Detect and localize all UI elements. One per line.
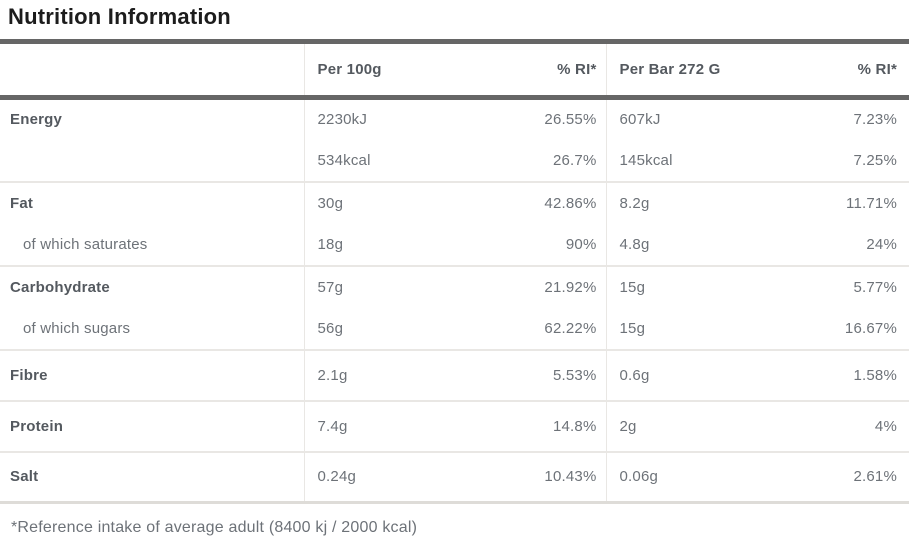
table-row: Fibre 2.1g 5.53% 0.6g 1.58% (0, 349, 909, 401)
per-100g-ri: 21.92% (455, 265, 607, 308)
per-bar-ri: 2.61% (853, 468, 897, 486)
per-100g-ri: 26.7% (455, 139, 607, 182)
nutrient-group: Fat 30g 42.86% 8.2g 11.71% of which saturates… (0, 181, 909, 266)
per-bar-value: 2g (619, 417, 637, 435)
header-row: Per 100g % RI* Per Bar 272 G % RI* (0, 41, 909, 98)
per-100g-value: 2.1g (317, 366, 348, 384)
per-100g-value: 0.24g (317, 468, 357, 486)
per-bar-value: 0.6g (619, 366, 650, 384)
per-100g-ri: 14.8% (455, 400, 607, 452)
table-row: Protein 7.4g 14.8% 2g 4% (0, 400, 909, 452)
per-100g-value: 2230kJ (317, 111, 368, 129)
per-bar-value: 4.8g (619, 235, 650, 253)
header-per-bar: Per Bar 272 G (619, 61, 721, 78)
per-100g-value: 534kcal (317, 151, 371, 169)
per-100g-ri: 26.55% (455, 97, 607, 140)
reference-intake-footnote: *Reference intake of average adult (8400… (11, 519, 418, 536)
per-bar-ri: 5.77% (853, 278, 897, 296)
per-100g-value: 7.4g (317, 417, 348, 435)
per-bar-ri: 7.23% (853, 111, 897, 129)
per-bar-ri: 1.58% (853, 366, 897, 384)
nutrient-label: Fibre (0, 349, 305, 401)
table-row: Fat 30g 42.86% 8.2g 11.71% (0, 181, 909, 224)
per-bar-ri: 7.25% (853, 151, 897, 169)
per-bar-value: 15g (619, 278, 646, 296)
nutrient-group: Energy 2230kJ 26.55% 607kJ 7.23% 534kcal 26.7%… (0, 97, 909, 182)
table-row: of which saturates 18g 90% 4.8g 24% (0, 223, 909, 266)
nutrition-table: Per 100g % RI* Per Bar 272 G % RI* Energ… (0, 39, 909, 504)
per-100g-value: 30g (317, 194, 344, 212)
nutrient-group: Salt 0.24g 10.43% 0.06g 2.61% (0, 451, 909, 503)
per-100g-value: 57g (317, 278, 344, 296)
per-bar-value: 607kJ (619, 111, 661, 129)
per-100g-ri: 42.86% (455, 181, 607, 224)
header-ri-bar: % RI* (857, 61, 897, 78)
nutrient-label: Salt (0, 451, 305, 503)
nutrient-group: Protein 7.4g 14.8% 2g 4% (0, 400, 909, 452)
per-100g-value: 18g (317, 235, 344, 253)
table-row: Energy 2230kJ 26.55% 607kJ 7.23% (0, 97, 909, 140)
table-row: Carbohydrate 57g 21.92% 15g 5.77% (0, 265, 909, 308)
nutrient-label: Carbohydrate (0, 265, 305, 308)
per-bar-value: 15g (619, 319, 646, 337)
page-title: Nutrition Information (8, 4, 231, 29)
per-100g-ri: 5.53% (455, 349, 607, 401)
per-bar-ri: 16.67% (844, 319, 897, 337)
per-100g-ri: 10.43% (455, 451, 607, 503)
nutrient-group: Fibre 2.1g 5.53% 0.6g 1.58% (0, 349, 909, 401)
nutrient-label: of which sugars (0, 307, 305, 350)
per-bar-value: 145kcal (619, 151, 673, 169)
header-ri-100g: % RI* (455, 41, 607, 98)
per-bar-ri: 24% (866, 235, 897, 253)
per-bar-ri: 11.71% (846, 194, 897, 212)
per-100g-ri: 90% (455, 223, 607, 266)
per-100g-value: 56g (317, 319, 344, 337)
nutrient-label: Protein (0, 400, 305, 452)
table-row: of which sugars 56g 62.22% 15g 16.67% (0, 307, 909, 350)
per-bar-value: 8.2g (619, 194, 650, 212)
per-100g-ri: 62.22% (455, 307, 607, 350)
table-row: 534kcal 26.7% 145kcal 7.25% (0, 139, 909, 182)
nutrient-label: of which saturates (0, 223, 305, 266)
nutrient-label: Fat (0, 181, 305, 224)
nutrient-group: Carbohydrate 57g 21.92% 15g 5.77% of which su… (0, 265, 909, 350)
header-per-100g: Per 100g (317, 61, 382, 78)
header-nutrient (0, 41, 305, 98)
table-header: Per 100g % RI* Per Bar 272 G % RI* (0, 41, 909, 98)
per-bar-ri: 4% (874, 417, 897, 435)
per-bar-value: 0.06g (619, 468, 659, 486)
table-row: Salt 0.24g 10.43% 0.06g 2.61% (0, 451, 909, 503)
nutrient-label: Energy (0, 97, 305, 140)
nutrient-label (0, 139, 305, 182)
